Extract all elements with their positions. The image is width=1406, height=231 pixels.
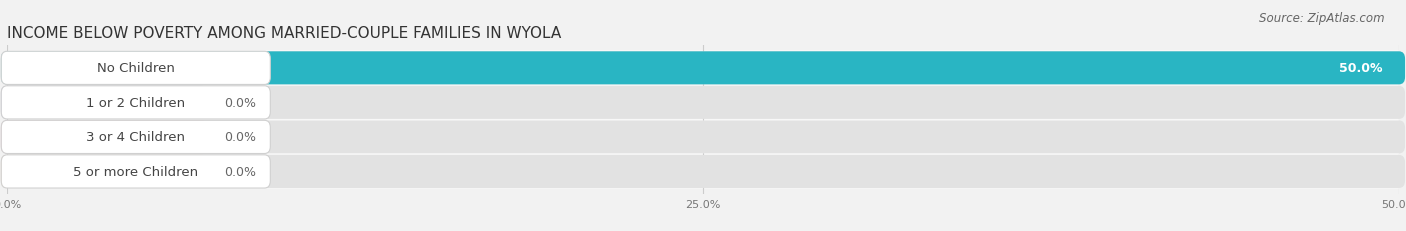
Text: 50.0%: 50.0% <box>1339 62 1382 75</box>
FancyBboxPatch shape <box>1 155 1405 188</box>
FancyBboxPatch shape <box>1 86 270 119</box>
Text: Source: ZipAtlas.com: Source: ZipAtlas.com <box>1260 12 1385 24</box>
FancyBboxPatch shape <box>1 52 1405 85</box>
Text: 0.0%: 0.0% <box>224 97 256 109</box>
Text: INCOME BELOW POVERTY AMONG MARRIED-COUPLE FAMILIES IN WYOLA: INCOME BELOW POVERTY AMONG MARRIED-COUPL… <box>7 26 561 41</box>
FancyBboxPatch shape <box>7 51 1399 86</box>
FancyBboxPatch shape <box>7 86 1399 120</box>
FancyBboxPatch shape <box>1 121 1405 154</box>
FancyBboxPatch shape <box>1 86 1405 119</box>
FancyBboxPatch shape <box>1 121 208 154</box>
Text: 3 or 4 Children: 3 or 4 Children <box>86 131 186 144</box>
FancyBboxPatch shape <box>1 86 208 119</box>
FancyBboxPatch shape <box>1 52 1405 85</box>
FancyBboxPatch shape <box>1 155 270 188</box>
FancyBboxPatch shape <box>1 52 270 85</box>
Text: No Children: No Children <box>97 62 174 75</box>
Text: 0.0%: 0.0% <box>224 131 256 144</box>
FancyBboxPatch shape <box>1 155 208 188</box>
Text: 1 or 2 Children: 1 or 2 Children <box>86 97 186 109</box>
Text: 0.0%: 0.0% <box>224 165 256 178</box>
FancyBboxPatch shape <box>7 120 1399 155</box>
FancyBboxPatch shape <box>1 121 270 154</box>
Text: 5 or more Children: 5 or more Children <box>73 165 198 178</box>
FancyBboxPatch shape <box>7 155 1399 189</box>
